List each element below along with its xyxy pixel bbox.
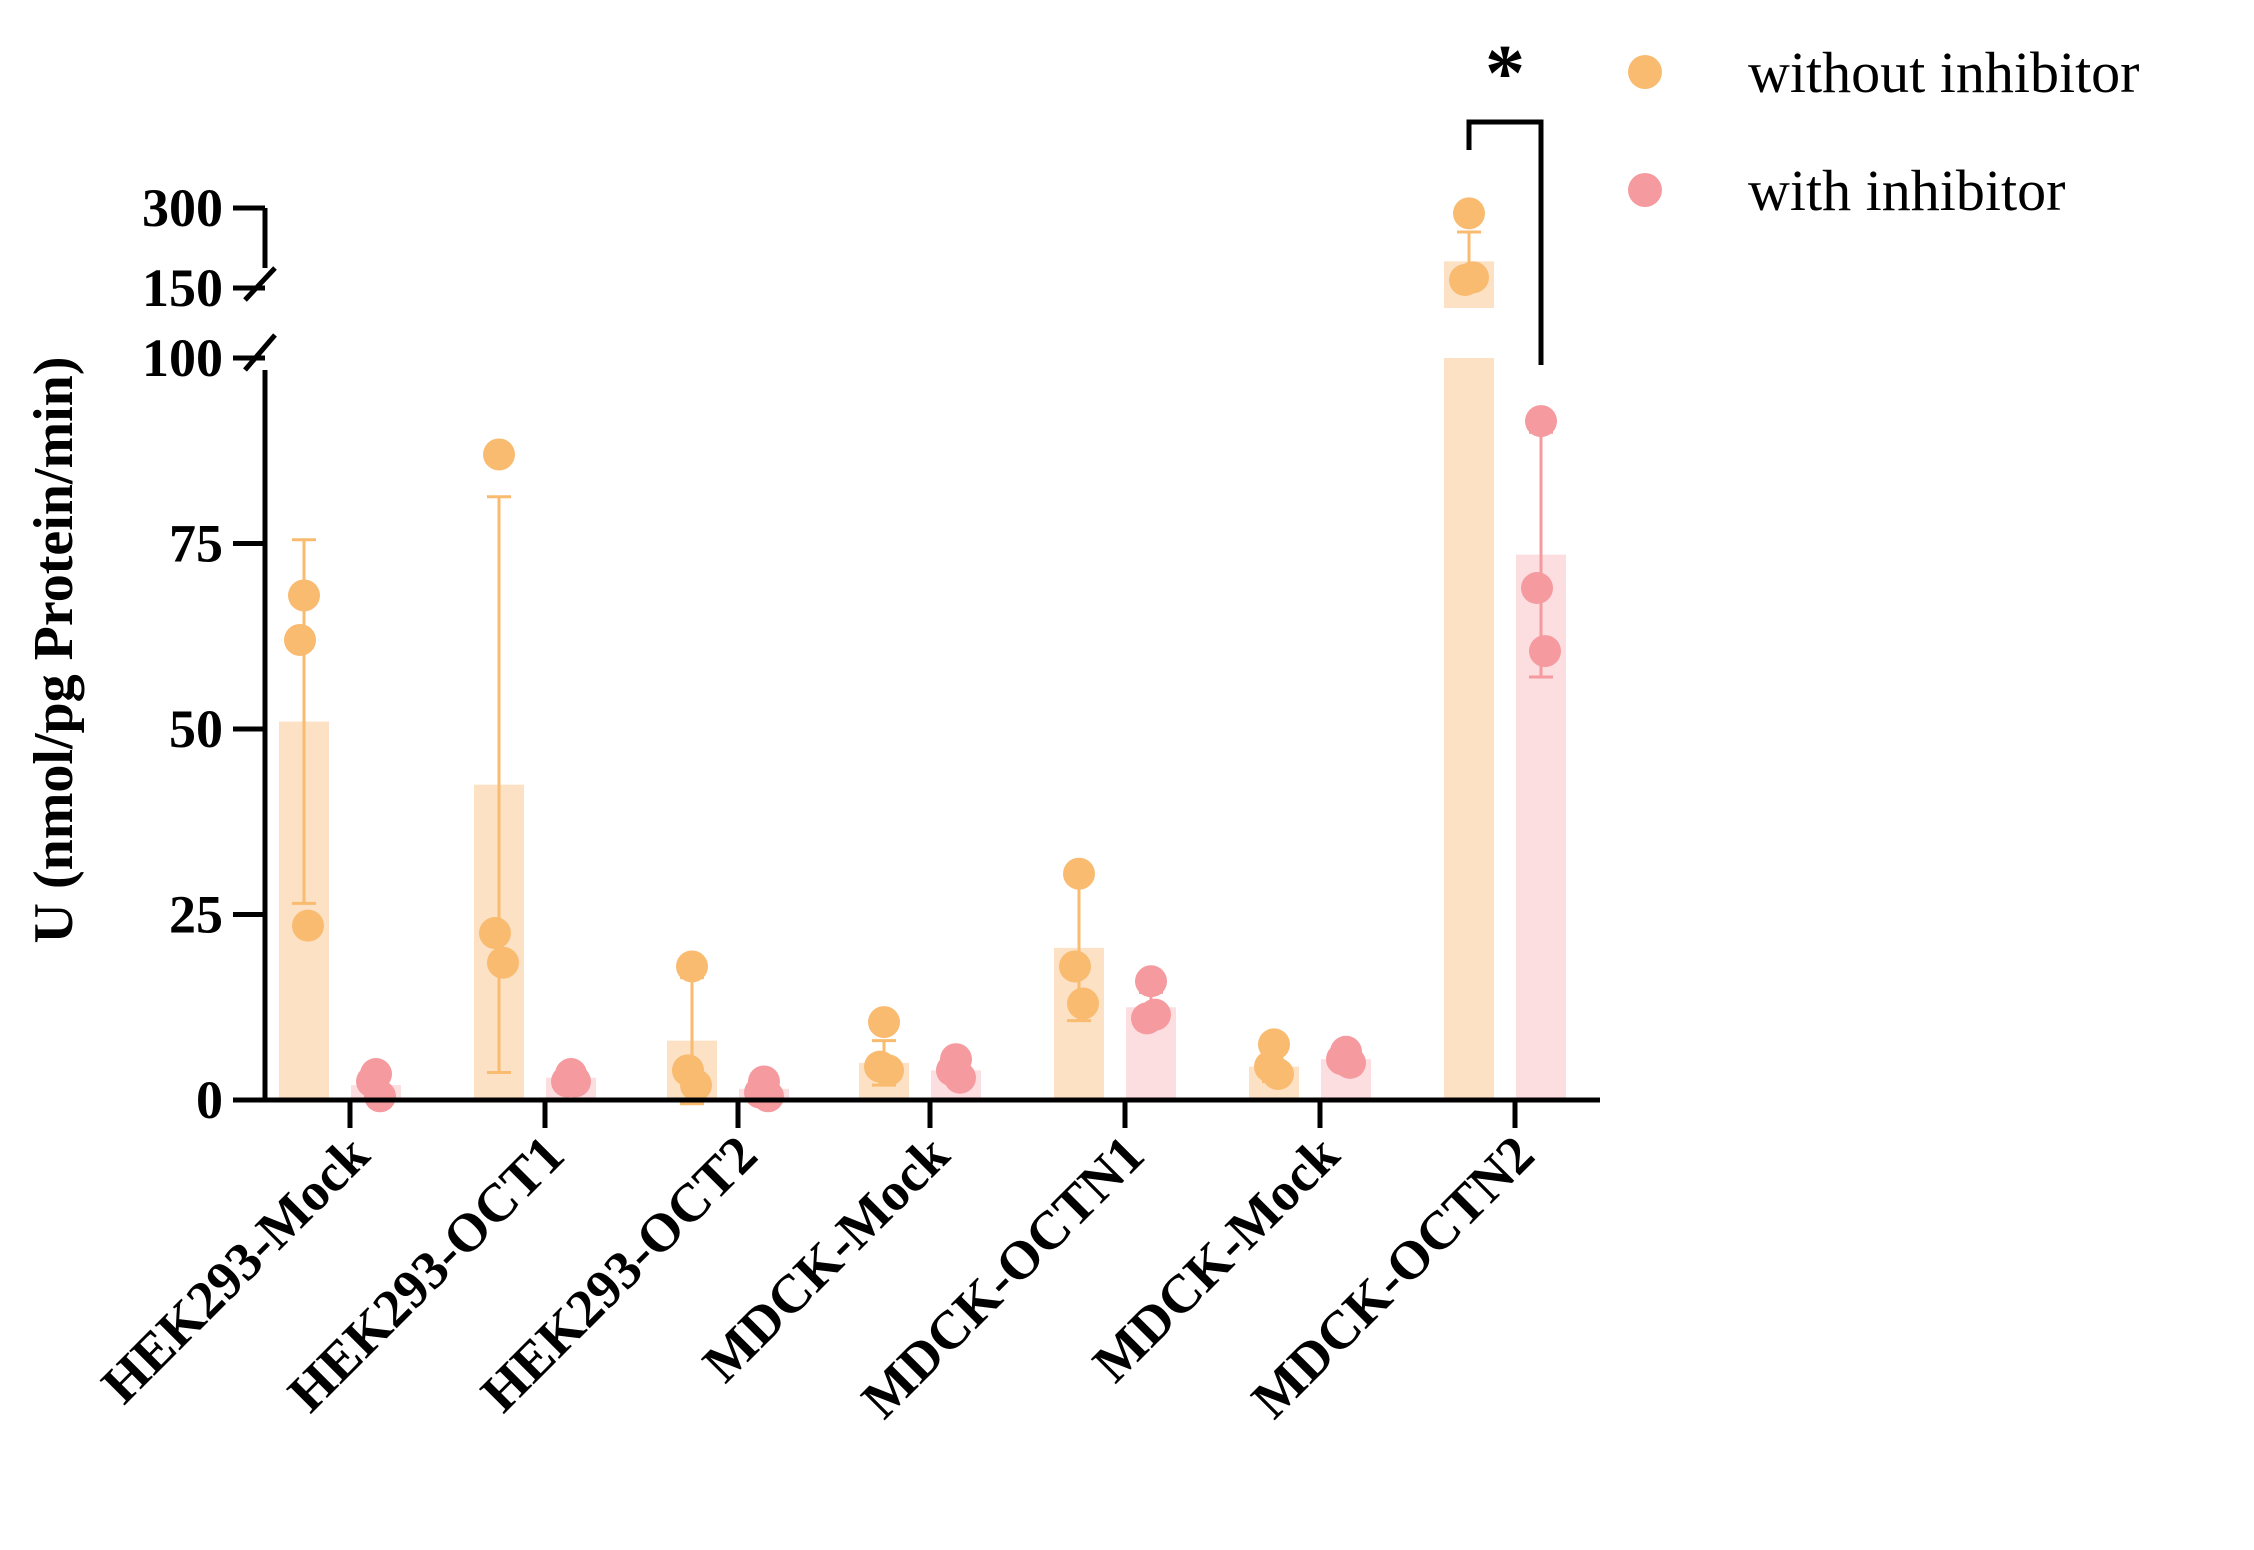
legend-marker: [1628, 55, 1662, 89]
legend-label: with inhibitor: [1748, 158, 2065, 223]
data-point: [1067, 987, 1099, 1020]
data-point: [1529, 635, 1561, 668]
significance-annotation: *: [1466, 30, 1544, 365]
data-point: [1453, 197, 1485, 230]
data-point: [292, 909, 324, 942]
data-point: [288, 579, 320, 612]
legend: without inhibitor with inhibitor: [1628, 40, 2140, 223]
axes: [233, 205, 1600, 1128]
data-point: [1059, 950, 1091, 983]
data-point: [1334, 1046, 1366, 1079]
legend-marker: [1628, 173, 1662, 207]
data-point: [944, 1061, 976, 1094]
data-point: [483, 438, 515, 471]
bar: [1444, 261, 1494, 1100]
axis-break-mark: [243, 333, 277, 372]
y-tick-label: 75: [169, 514, 223, 574]
significance-star: *: [1485, 30, 1525, 118]
y-tick-label: 300: [142, 178, 223, 238]
legend-label: without inhibitor: [1748, 40, 2140, 105]
data-point: [479, 917, 511, 950]
data-point: [676, 950, 708, 983]
data-point: [872, 1054, 904, 1087]
data-point: [1525, 405, 1557, 438]
axis-break-gap: [275, 308, 1635, 358]
y-tick-label: 25: [169, 885, 223, 945]
y-tick-label: 150: [142, 258, 223, 318]
data-point: [868, 1006, 900, 1039]
data-point: [559, 1065, 591, 1098]
data-point: [1139, 998, 1171, 1031]
data-point: [680, 1069, 712, 1102]
y-axis-label: U (nmol/pg Protein/min): [23, 357, 85, 944]
data-point: [364, 1080, 396, 1113]
data-point: [1262, 1058, 1294, 1091]
data-point: [1521, 572, 1553, 605]
y-tick-label: 0: [196, 1070, 223, 1130]
y-tick-label: 100: [142, 328, 223, 388]
axis-break-mark: [243, 266, 277, 302]
data-point: [1457, 261, 1489, 294]
y-tick-label: 50: [169, 699, 223, 759]
data-point: [1063, 857, 1095, 890]
data-point: [1135, 965, 1167, 998]
data-point: [752, 1080, 784, 1113]
points-layer: [284, 197, 1561, 1113]
data-point: [284, 623, 316, 656]
bars-layer: [275, 261, 1635, 1100]
significance-bracket: [1466, 119, 1544, 365]
data-point: [487, 946, 519, 979]
